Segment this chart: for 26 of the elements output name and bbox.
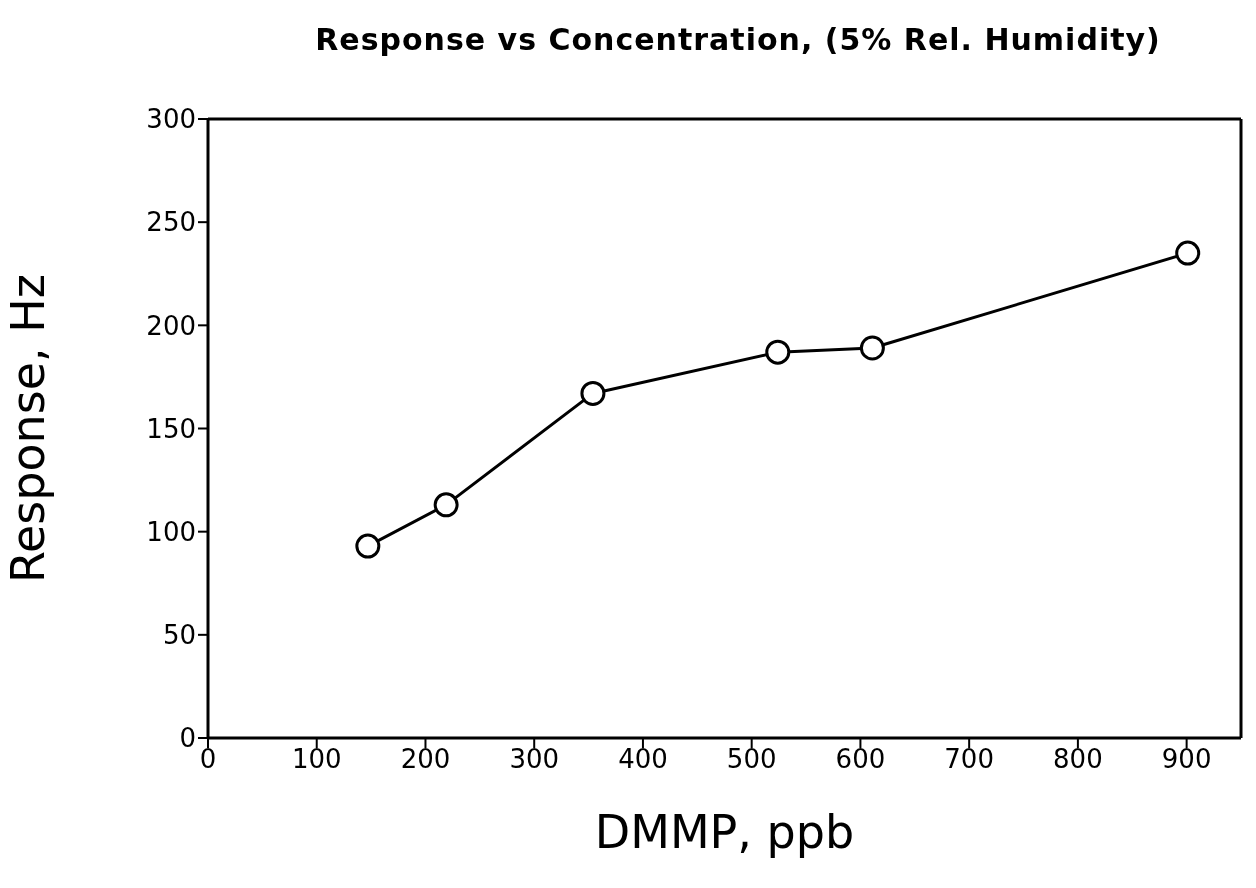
point [580,380,606,406]
x-tick-label: 500 [726,744,777,775]
y-axis-title: Response, Hz [1,274,56,583]
chart-title: Response vs Concentration, (5% Rel. Humidity) [314,22,1162,57]
x-tick-label: 700 [944,744,994,775]
x-tick-label: 800 [1053,744,1103,775]
x-axis-title: DMMP, ppb [594,805,855,859]
y-tick-label: 300 [146,104,196,135]
point [1175,240,1201,266]
y-tick-label: 100 [146,516,196,547]
x-tick-label: 100 [291,744,342,775]
x-tick-label: 900 [1161,744,1212,775]
y-tick-label: 250 [146,207,196,238]
x-tick-label: 400 [618,744,668,775]
y-tick-label: 200 [146,310,196,341]
x-tick-label: 200 [400,744,451,775]
y-tick-label: 0 [179,723,196,754]
y-tick-label: 150 [146,413,196,444]
point [765,339,791,365]
point [859,335,885,361]
x-tick-label: 0 [199,744,217,775]
point [355,533,381,559]
point [433,492,459,518]
x-tick-label: 300 [509,744,560,775]
x-tick-label: 600 [835,744,886,775]
y-tick-label: 50 [162,620,196,651]
